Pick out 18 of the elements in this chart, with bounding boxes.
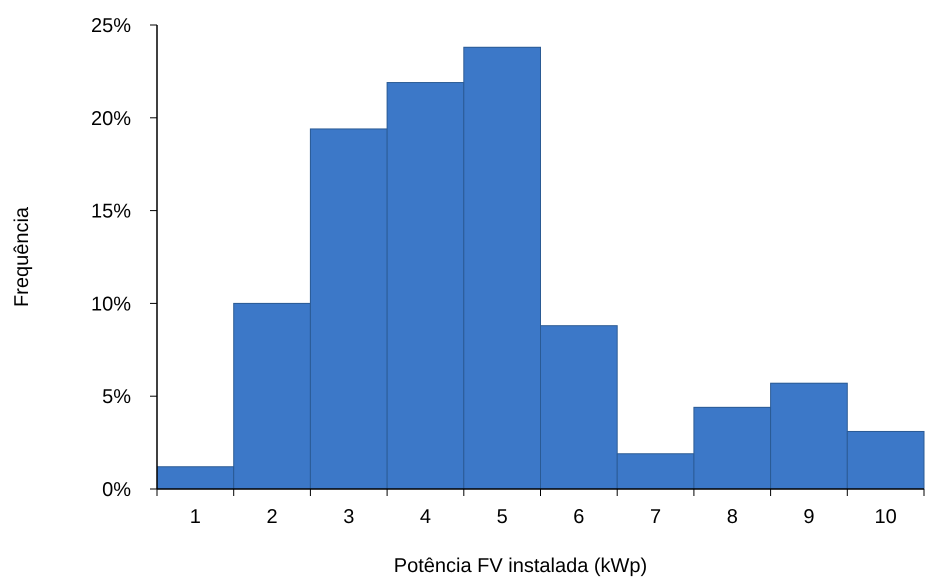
y-tick-label: 10% — [90, 293, 132, 316]
x-tick-label: 7 — [650, 506, 662, 528]
y-tick-label: 5% — [102, 386, 132, 408]
x-tick-label: 9 — [803, 506, 815, 528]
x-tick-label: 3 — [343, 506, 354, 528]
x-tick-label: 2 — [266, 506, 278, 528]
x-tick-label: 1 — [190, 506, 201, 528]
y-axis-title: Frequência — [11, 206, 33, 308]
y-tick-label: 15% — [90, 200, 132, 223]
x-tick-label: 6 — [573, 506, 584, 528]
x-tick-label: 5 — [496, 506, 508, 528]
x-tick-label: 8 — [726, 506, 738, 528]
x-tick-label: 10 — [874, 506, 897, 528]
y-tick-label: 0% — [102, 479, 132, 501]
y-tick-label: 25% — [90, 15, 132, 37]
x-tick-label: 4 — [420, 506, 432, 528]
x-axis-title: Potência FV instalada (kWp) — [394, 555, 648, 577]
y-tick-label: 20% — [90, 108, 132, 130]
